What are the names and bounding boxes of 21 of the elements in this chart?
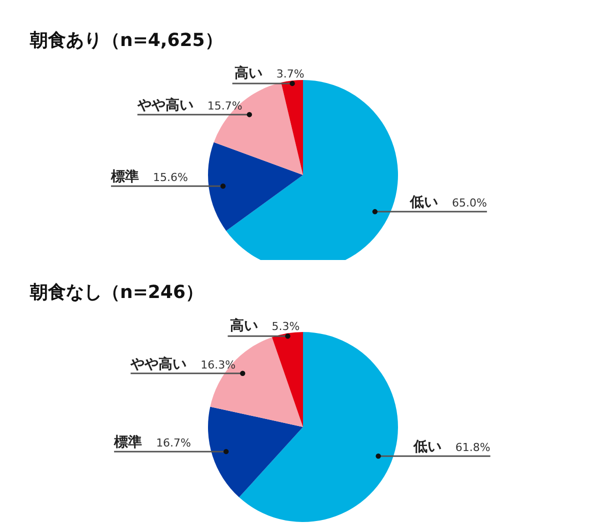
data-label: 5.3% xyxy=(272,320,300,334)
slice-label: やや高い xyxy=(130,355,187,372)
slice-label: 標準 xyxy=(113,434,142,451)
slice-label: 高い xyxy=(230,317,258,334)
slice-label: 標準 xyxy=(110,169,140,186)
pie-slice xyxy=(208,406,303,498)
slice-label: やや高い xyxy=(136,96,194,114)
data-label: 16.7% xyxy=(156,436,192,450)
data-label: 3.7% xyxy=(276,67,304,80)
data-label: 61.8% xyxy=(455,441,490,454)
slice-label: 高い xyxy=(234,64,262,82)
data-label: 15.7% xyxy=(207,100,242,113)
data-label: 15.6% xyxy=(153,171,188,184)
data-label: 16.3% xyxy=(200,358,236,372)
pie-slice xyxy=(239,332,398,522)
pie-slice xyxy=(272,332,303,427)
slice-label: 低い xyxy=(408,194,438,211)
slice-label: 低い xyxy=(412,439,442,456)
data-label: 65.0% xyxy=(452,196,487,210)
chart-title: 朝食あり（n=4,625） xyxy=(30,30,223,52)
chart-title: 朝食なし（n=246） xyxy=(30,282,204,304)
